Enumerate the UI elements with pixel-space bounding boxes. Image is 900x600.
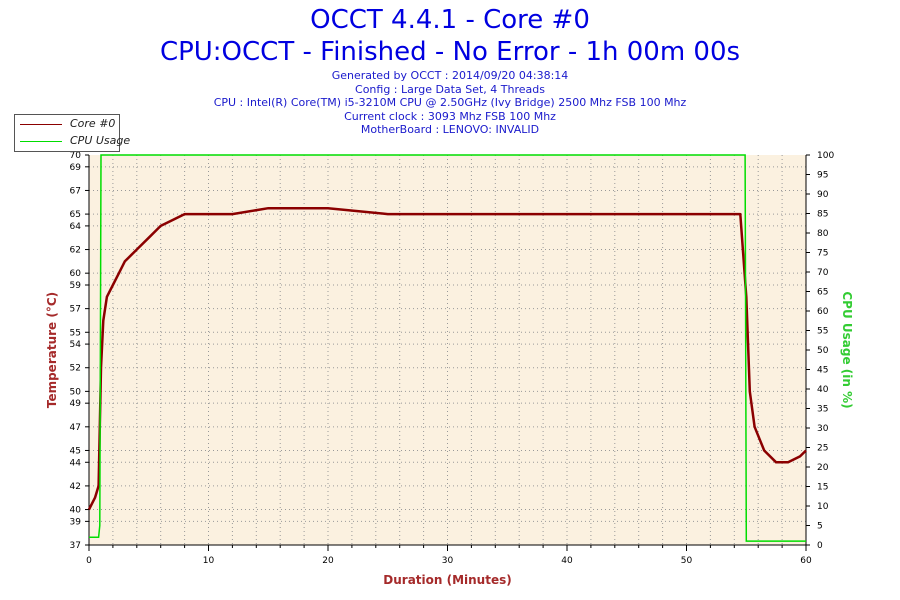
- y-tick-label: 54: [70, 340, 82, 350]
- chart-info-block: Generated by OCCT : 2014/09/20 04:38:14 …: [0, 69, 900, 137]
- legend-swatch-cpu-usage: [20, 141, 62, 142]
- legend-item-cpu-usage: CPU Usage: [15, 133, 130, 149]
- y2-tick-label: 55: [817, 327, 828, 337]
- info-generated: Generated by OCCT : 2014/09/20 04:38:14: [331, 69, 569, 82]
- series-line-cpu-usage: [89, 154, 806, 542]
- chart-legend: Core #0 CPU Usage: [14, 114, 130, 152]
- y2-tick-label: 0: [817, 541, 823, 551]
- y2-tick-label: 15: [817, 483, 828, 493]
- info-config: Config : Large Data Set, 4 Threads: [355, 82, 545, 96]
- legend-label-cpu-usage: CPU Usage: [70, 134, 131, 147]
- y-tick-label: 37: [70, 541, 81, 551]
- x-tick-label: 50: [681, 556, 693, 566]
- y2-tick-label: 100: [817, 151, 834, 161]
- y-tick-label: 42: [70, 482, 81, 492]
- y2-tick-label: 35: [817, 405, 828, 415]
- x-tick-label: 20: [322, 556, 334, 566]
- y2-tick-label: 60: [817, 307, 829, 317]
- x-axis-title: Duration (Minutes): [383, 573, 511, 587]
- info-clock: Current clock : 3093 Mhz FSB 100 Mhz: [344, 109, 556, 123]
- y2-tick-label: 50: [817, 346, 829, 356]
- y2-tick-label: 40: [817, 385, 829, 395]
- y-tick-label: 49: [70, 399, 82, 409]
- y2-tick-label: 5: [817, 522, 823, 532]
- legend-swatch-core0: [20, 124, 62, 125]
- y-tick-label: 55: [70, 328, 81, 338]
- legend-item-core0: Core #0: [15, 116, 119, 132]
- series-line-core0: [87, 206, 807, 511]
- y-tick-label: 69: [70, 163, 82, 173]
- chart-subtitle: CPU:OCCT - Finished - No Error - 1h 00m …: [159, 37, 741, 67]
- y2-tick-label: 80: [817, 229, 829, 239]
- y2-tick-label: 65: [817, 288, 828, 298]
- legend-label-core0: Core #0: [70, 117, 116, 130]
- y-tick-label: 39: [70, 517, 82, 527]
- y-tick-label: 44: [70, 458, 82, 468]
- x-tick-label: 40: [561, 556, 573, 566]
- y-tick-label: 62: [70, 246, 81, 256]
- y2-tick-label: 25: [817, 444, 828, 454]
- y-tick-label: 45: [70, 446, 81, 456]
- x-tick-label: 30: [442, 556, 454, 566]
- x-tick-label: 10: [203, 556, 215, 566]
- y2-tick-label: 20: [817, 463, 829, 473]
- y-tick-label: 64: [70, 222, 82, 232]
- y2-tick-label: 85: [817, 210, 828, 220]
- y-tick-label: 59: [70, 281, 82, 291]
- y-tick-label: 65: [70, 210, 81, 220]
- x-tick-label: 0: [86, 556, 92, 566]
- y2-tick-label: 30: [817, 424, 829, 434]
- y-axis-title: Temperature (°C): [45, 292, 59, 408]
- y-tick-label: 52: [70, 364, 81, 374]
- y2-tick-label: 75: [817, 249, 828, 259]
- y-tick-label: 70: [70, 151, 82, 161]
- y2-tick-label: 95: [817, 171, 828, 181]
- y2-tick-label: 90: [817, 190, 829, 200]
- y2-axis-title: CPU Usage (in %): [840, 291, 854, 408]
- y-tick-label: 47: [70, 423, 81, 433]
- x-tick-label: 60: [800, 556, 812, 566]
- y2-tick-label: 10: [817, 502, 829, 512]
- y-tick-label: 40: [70, 506, 82, 516]
- y-tick-label: 60: [70, 269, 82, 279]
- chart-title: OCCT 4.4.1 - Core #0: [310, 5, 590, 35]
- y-tick-label: 67: [70, 186, 81, 196]
- info-cpu: CPU : Intel(R) Core(TM) i5-3210M CPU @ 2…: [213, 96, 687, 109]
- y-tick-label: 57: [70, 305, 81, 315]
- y2-tick-label: 45: [817, 366, 828, 376]
- info-motherboard: MotherBoard : LENOVO: INVALID: [360, 123, 540, 136]
- y2-tick-label: 70: [817, 268, 829, 278]
- y-tick-label: 50: [70, 387, 82, 397]
